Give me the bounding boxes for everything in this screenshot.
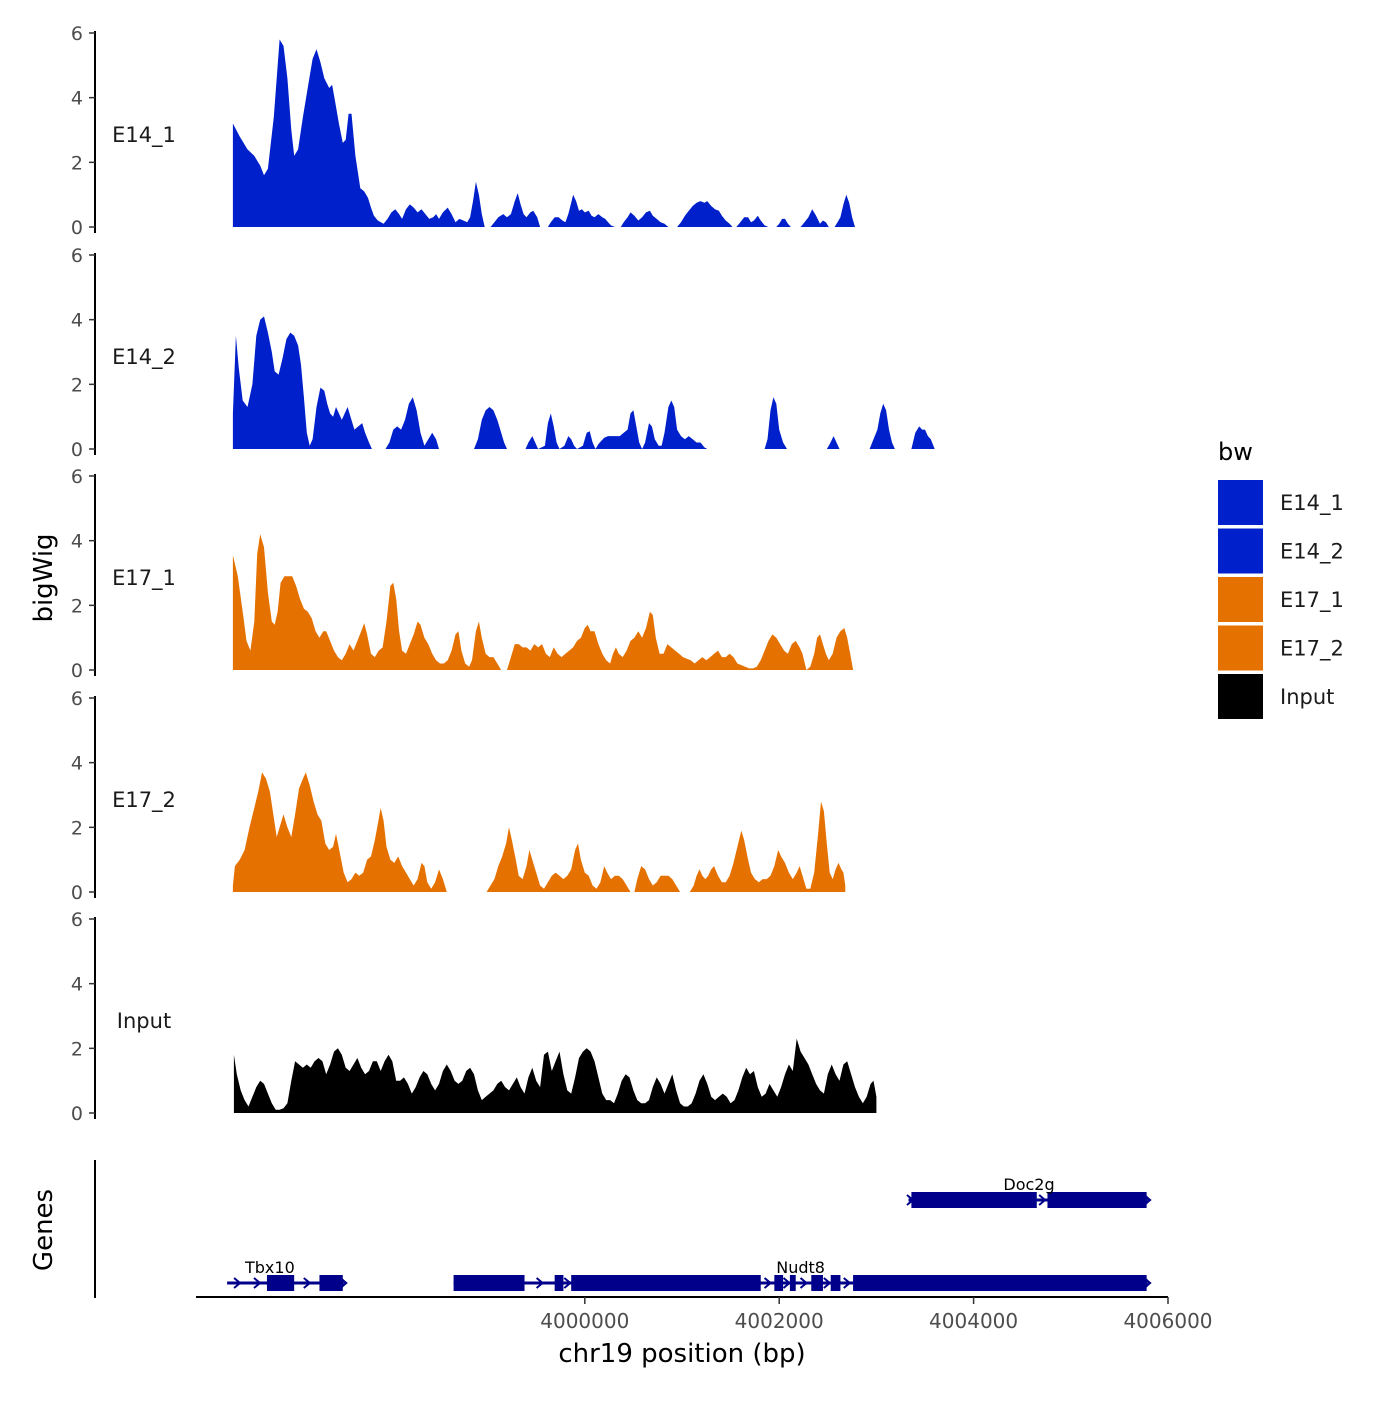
area-E17_1 — [232, 534, 855, 670]
gene-Nudt8: Nudt8 — [453, 1258, 1152, 1291]
strand-arrow — [253, 1277, 262, 1289]
y-tick-label: 6 — [71, 688, 83, 710]
strand-arrow — [1142, 1276, 1152, 1290]
legend-swatch-E17_2 — [1218, 625, 1263, 671]
area-E17_2 — [232, 772, 846, 892]
gene-exon — [554, 1275, 564, 1291]
area-Input — [233, 1038, 877, 1113]
x-tick-label: 4002000 — [735, 1309, 824, 1333]
gene-label: Nudt8 — [776, 1258, 825, 1277]
track-label: E14_2 — [112, 345, 176, 370]
genes-axis-label: Genes — [29, 1189, 59, 1271]
y-tick-label: 2 — [71, 817, 83, 839]
y-tick-label: 6 — [71, 245, 83, 267]
y-tick-label: 0 — [71, 660, 83, 682]
strand-arrow — [233, 1277, 242, 1289]
legend-label: E17_2 — [1280, 637, 1344, 662]
gene-exon — [911, 1192, 1037, 1208]
legend-label: E17_1 — [1280, 588, 1344, 613]
track-E17_2: 0 2 4 6 E17_2 — [71, 688, 846, 904]
gene-label: Doc2g — [1003, 1175, 1054, 1194]
x-tick-label: 4004000 — [929, 1309, 1018, 1333]
strand-arrow — [339, 1276, 348, 1290]
y-tick-label: 0 — [71, 882, 83, 904]
gene-exon — [1047, 1192, 1147, 1208]
strand-arrow — [563, 1277, 572, 1289]
gene-exon — [774, 1275, 784, 1291]
legend-swatch-E14_1 — [1218, 480, 1263, 525]
y-tick-label: 4 — [71, 531, 83, 553]
y-tick-label: 2 — [71, 374, 83, 396]
track-E14_1: 0 2 4 6 E14_1 — [71, 23, 855, 239]
legend-swatch-Input — [1218, 674, 1263, 719]
legend-title: bw — [1218, 438, 1253, 466]
gene-exon — [853, 1275, 1147, 1291]
y-tick-label: 4 — [71, 974, 83, 996]
legend: bw E14_1 E14_2 E17_1 E17_2 Input — [1218, 438, 1344, 719]
gene-Doc2g: Doc2g — [906, 1175, 1152, 1208]
y-tick-label: 0 — [71, 1103, 83, 1125]
y-tick-label: 2 — [71, 152, 83, 174]
strand-arrow — [782, 1277, 792, 1289]
gene-exon — [266, 1275, 295, 1291]
x-axis-label: chr19 position (bp) — [558, 1339, 805, 1369]
x-tick-label: 4006000 — [1123, 1309, 1212, 1333]
x-tick-label: 4000000 — [540, 1309, 629, 1333]
track-E14_2: 0 2 4 6 E14_2 — [71, 245, 935, 461]
y-tick-label: 6 — [71, 23, 83, 45]
strand-arrow — [763, 1277, 773, 1289]
area-E14_2 — [232, 316, 935, 449]
y-tick-label: 6 — [71, 909, 83, 931]
strand-arrow — [1038, 1194, 1047, 1206]
gene-exon — [319, 1275, 343, 1291]
gene-exon — [789, 1275, 796, 1291]
tracks-layer: 0 2 4 6 E14_1 0 2 4 6 E14_2 0 2 4 6 E17_1 0 2 4 6 E17_2 0 2 4 6… — [71, 23, 935, 1125]
legend-swatch-E14_2 — [1218, 528, 1263, 574]
track-label: Input — [117, 1009, 171, 1033]
legend-label: E14_2 — [1280, 540, 1344, 565]
track-label: E14_1 — [112, 123, 176, 148]
y-tick-label: 2 — [71, 1038, 83, 1060]
x-axis: 4000000 4002000 4004000 4006000 — [196, 1296, 1213, 1333]
legend-label: E14_1 — [1280, 491, 1344, 516]
strand-arrow — [303, 1277, 312, 1289]
track-label: E17_1 — [112, 566, 176, 591]
y-tick-label: 6 — [71, 466, 83, 488]
y-axis-label: bigWig — [29, 533, 59, 622]
legend-label: Input — [1280, 685, 1334, 709]
genes-layer: Doc2g Tbx10 Nudt8 — [94, 1160, 1152, 1298]
strand-arrow — [843, 1277, 852, 1289]
gene-exon — [453, 1275, 525, 1291]
gene-exon — [830, 1275, 841, 1291]
gene-label: Tbx10 — [244, 1258, 295, 1277]
strand-arrow — [823, 1277, 832, 1289]
strand-arrow — [799, 1277, 809, 1289]
y-tick-label: 4 — [71, 88, 83, 110]
gene-Tbx10: Tbx10 — [227, 1258, 348, 1291]
y-tick-label: 4 — [71, 753, 83, 775]
strand-arrow — [1142, 1193, 1152, 1207]
y-tick-label: 2 — [71, 595, 83, 617]
legend-swatch-E17_1 — [1218, 577, 1263, 622]
y-tick-label: 0 — [71, 217, 83, 239]
track-label: E17_2 — [112, 788, 176, 813]
track-Input: 0 2 4 6 Input — [71, 909, 877, 1125]
gene-exon — [571, 1275, 761, 1291]
area-E14_1 — [232, 39, 855, 227]
gene-exon — [811, 1275, 823, 1291]
track-E17_1: 0 2 4 6 E17_1 — [71, 466, 855, 682]
y-tick-label: 4 — [71, 310, 83, 332]
strand-arrow — [535, 1277, 545, 1289]
y-tick-label: 0 — [71, 439, 83, 461]
